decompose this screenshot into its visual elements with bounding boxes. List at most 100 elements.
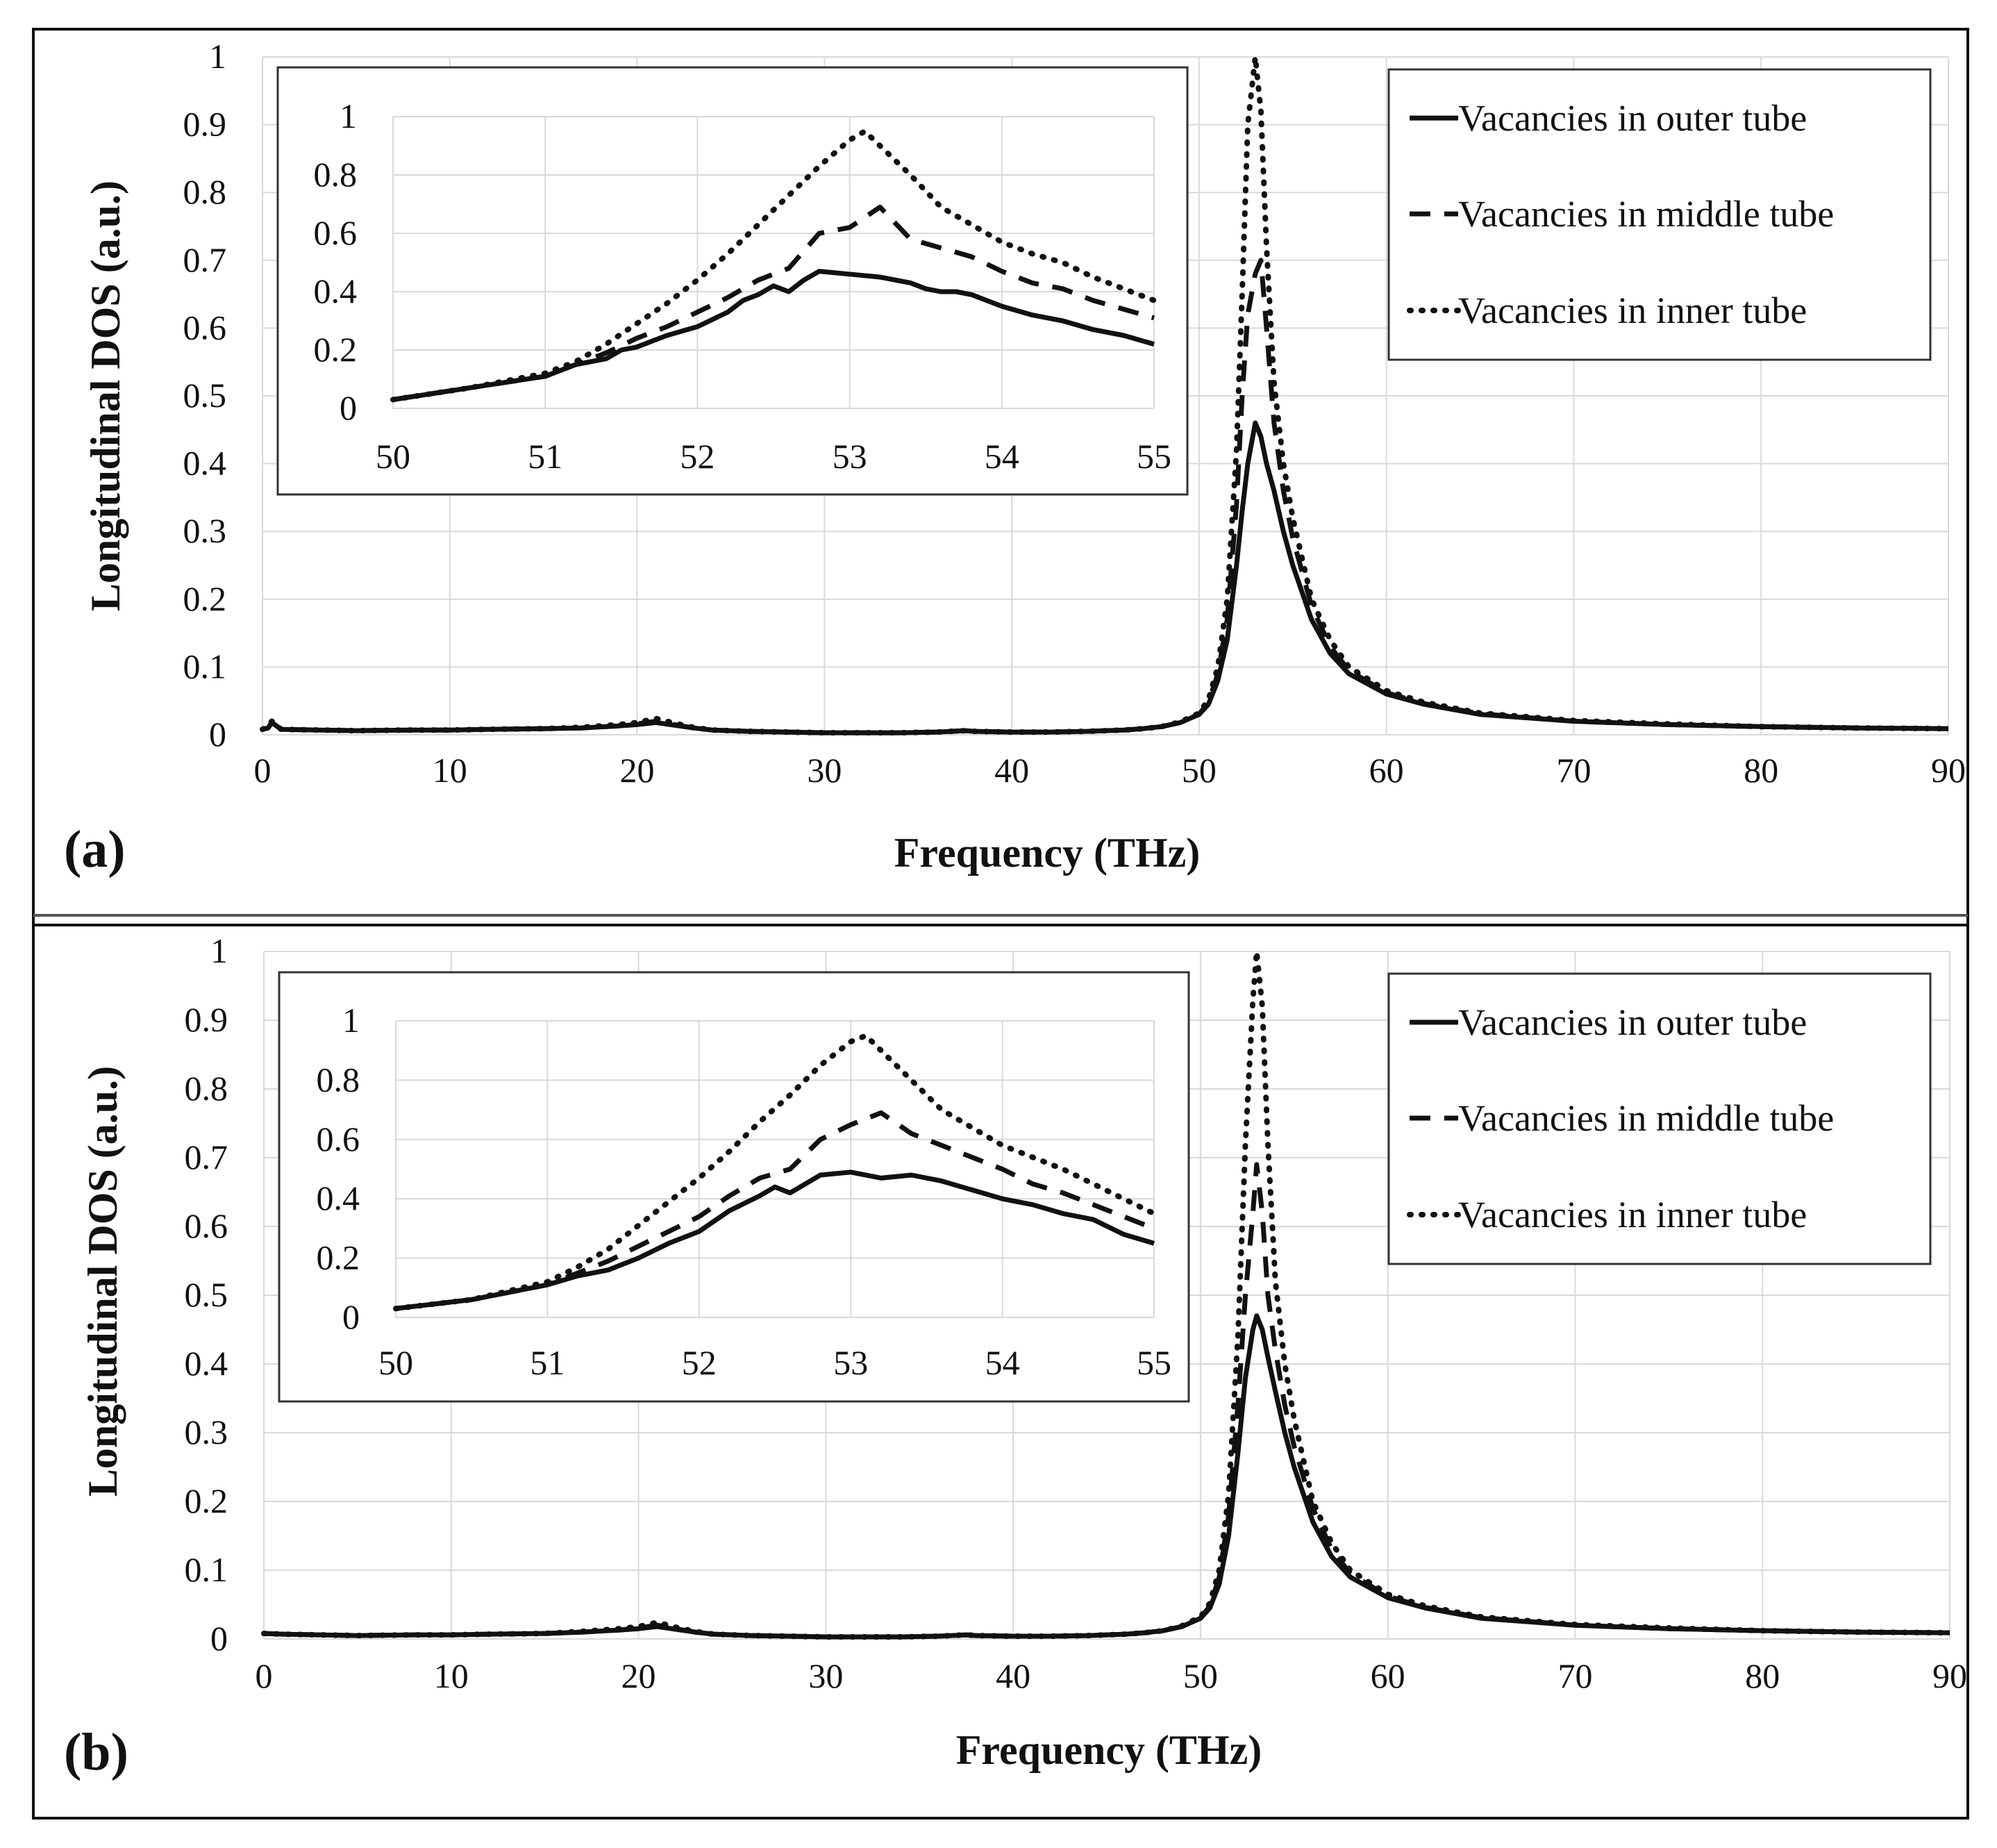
panel-a-main-xtick-label: 70	[1556, 751, 1591, 790]
panel-a-main-ytick-label: 0.8	[183, 172, 227, 211]
panel-a-main-xtick-label: 60	[1369, 751, 1404, 790]
panel-a-series	[260, 54, 1951, 736]
panel-a: 0 10 20 30 40 50 60 70 80 9000.10.20.30.40.50.60.…	[64, 37, 1966, 879]
panel-b-main-xtick-label: 80	[1745, 1656, 1780, 1695]
panel-a-inset-series-inner	[390, 128, 1157, 403]
panel-a-main-ytick-label: 0.7	[183, 240, 227, 279]
panel-b-main-series-outer	[263, 1313, 1950, 1640]
panel-b-inset-xtick-label: 55	[1137, 1343, 1171, 1382]
panel-a-main-xtick-label: 90	[1931, 751, 1966, 790]
panel-a-main-ytick-label: 0.4	[183, 444, 227, 483]
panel-a-main-xtick-label: 0	[254, 751, 271, 790]
panel-b-legend-box	[1387, 972, 1932, 1265]
panel-b-inset-box	[278, 971, 1190, 1403]
panel-b-main-ytick-label: 0.7	[185, 1138, 228, 1176]
panel-a-main-ytick-label: 0.5	[183, 376, 227, 415]
panel-b-main-ytick-label: 0.8	[185, 1069, 228, 1108]
panel-a-main-xtick-label: 50	[1182, 751, 1217, 790]
panel-b-main-ytick-label: 0.4	[185, 1344, 228, 1383]
panel-b-main-xtick-label: 30	[808, 1656, 843, 1695]
panel-b-main-ytick-label: 1	[210, 931, 228, 970]
panel-b-inset-xtick-label: 53	[833, 1343, 868, 1382]
panel-b-main-ytick-label: 0.6	[185, 1206, 228, 1245]
panel-b-legend: Vacancies in outer tube Vacancies in mid…	[1387, 972, 1932, 1265]
panel-a-main-ytick-label: 1	[209, 37, 226, 76]
panel-a-inset: 50 51 52 53 54 55 0 0.2 0.4 0.6 0.8 1	[276, 66, 1189, 496]
panel-a-inset-ytick-label: 0.4	[314, 272, 358, 310]
panel-a-inset-xtick-label: 53	[833, 437, 867, 476]
panel-a-main-ytick-label: 0.2	[183, 579, 227, 618]
panel-a-xlabel: Frequency (THz)	[894, 830, 1200, 876]
panel-a-inset-ytick-label: 0.2	[314, 330, 358, 369]
panel-b-main-ytick-label: 0	[210, 1619, 228, 1658]
panel-b-inset-ytick-label: 0	[342, 1297, 360, 1336]
panel-a-inset-ytick-label: 0	[340, 388, 357, 427]
panel-b-main-ytick-label: 0.5	[185, 1275, 228, 1314]
panel-b-inset-ytick-label: 0.6	[317, 1119, 360, 1158]
panel-a-inset-ytick-label: 1	[340, 97, 357, 135]
panel-a-inset-box	[276, 66, 1189, 496]
panel-a-main-xtick-label: 40	[994, 751, 1029, 790]
panel-a-ticks: 0 10 20 30 40 50 60 70 80 9000.10.20.30.40.50.60.…	[183, 37, 1966, 790]
panel-b-inset-series-middle	[395, 1110, 1155, 1311]
panel-b-inset-xtick-label: 50	[378, 1343, 413, 1382]
panel-a-legend: Vacancies in outer tube Vacancies in mid…	[1387, 68, 1932, 361]
panel-a-inset-series-outer	[392, 269, 1155, 402]
panel-b-main-xtick-label: 20	[621, 1656, 656, 1695]
panel-b-main-ytick-label: 0.1	[185, 1550, 228, 1589]
panel-a-inset-grid	[392, 116, 1155, 409]
panel-b-main-xtick-label: 50	[1183, 1656, 1218, 1695]
panel-a-inset-xtick-label: 55	[1137, 437, 1171, 476]
panel-b-inset-series-outer	[395, 1169, 1155, 1311]
panel-b-inset-ytick-label: 0.8	[317, 1060, 360, 1099]
panel-b-main-xtick-label: 40	[996, 1656, 1030, 1695]
panel-b-series	[261, 949, 1953, 1640]
panel-a-label: (a)	[64, 820, 126, 879]
panel-a-main-xtick-label: 80	[1744, 751, 1778, 790]
panel-b-legend-label-outer: Vacancies in outer tube	[1458, 1001, 1807, 1043]
panel-b-main-xtick-label: 70	[1557, 1656, 1592, 1695]
panel-b-inset: 50 51 52 53 54 55 0 0.2 0.4 0.6 0.8 1	[278, 971, 1190, 1403]
panel-a-inset-xtick-label: 54	[985, 437, 1019, 476]
panel-b-xlabel: Frequency (THz)	[956, 1727, 1262, 1773]
panel-a-ylabel: Longitudinal DOS (a.u.)	[83, 181, 128, 611]
panel-a-inset-ytick-label: 0.8	[314, 155, 358, 194]
panel-a-inset-ticks: 50 51 52 53 54 55 0 0.2 0.4 0.6 0.8 1	[314, 97, 1172, 476]
panel-b-main-xtick-label: 60	[1371, 1656, 1405, 1695]
panel-b-inset-ytick-label: 0.4	[317, 1179, 360, 1217]
panel-b-inset-ytick-label: 0.2	[317, 1238, 360, 1277]
panel-b-main-xtick-label: 10	[434, 1656, 469, 1695]
panel-a-inset-xtick-label: 50	[376, 437, 410, 476]
panel-b-inset-xtick-label: 51	[530, 1343, 565, 1382]
panel-a-legend-label-outer: Vacancies in outer tube	[1458, 97, 1807, 139]
panel-b-inset-xtick-label: 54	[985, 1343, 1020, 1382]
panel-b-main-xtick-label: 0	[256, 1656, 273, 1695]
panel-a-main-xtick-label: 30	[807, 751, 842, 790]
panel-b-main-ytick-label: 0.3	[185, 1413, 228, 1451]
panel-a-inset-xtick-label: 51	[528, 437, 562, 476]
panel-a-main-ytick-label: 0.9	[183, 105, 227, 144]
panel-a-inset-series	[390, 128, 1157, 403]
panel-a-legend-box	[1387, 68, 1932, 361]
panel-b-inset-ytick-label: 1	[342, 1001, 360, 1040]
panel-b: 0 10 20 30 40 50 60 70 80 9000.10.20.30.40.50.60.…	[64, 931, 1967, 1781]
panel-b-label: (b)	[64, 1723, 128, 1781]
panel-a-main-ytick-label: 0.3	[183, 511, 227, 550]
panel-b-inset-grid	[395, 1020, 1155, 1318]
panel-b-ticks: 0 10 20 30 40 50 60 70 80 9000.10.20.30.40.50.60.…	[185, 931, 1968, 1695]
panel-b-inset-ticks: 50 51 52 53 54 55 0 0.2 0.4 0.6 0.8 1	[317, 1001, 1172, 1382]
panel-a-main-ytick-label: 0.6	[183, 308, 227, 347]
panel-b-main-ytick-label: 0.9	[185, 1000, 228, 1039]
panel-b-inset-xtick-label: 52	[682, 1343, 717, 1382]
panel-b-main-ytick-label: 0.2	[185, 1481, 228, 1520]
panel-a-main-series-outer	[262, 420, 1949, 735]
panel-b-inset-series	[393, 1033, 1157, 1312]
panel-a-legend-label-middle: Vacancies in middle tube	[1458, 193, 1834, 235]
panel-a-main-ytick-label: 0	[209, 715, 226, 754]
panel-b-legend-label-inner: Vacancies in inner tube	[1458, 1194, 1807, 1235]
panel-a-main-ytick-label: 0.1	[183, 647, 227, 685]
panel-a-main-xtick-label: 20	[620, 751, 655, 790]
panel-a-legend-label-inner: Vacancies in inner tube	[1458, 290, 1807, 331]
panel-a-inset-series-middle	[392, 204, 1155, 402]
